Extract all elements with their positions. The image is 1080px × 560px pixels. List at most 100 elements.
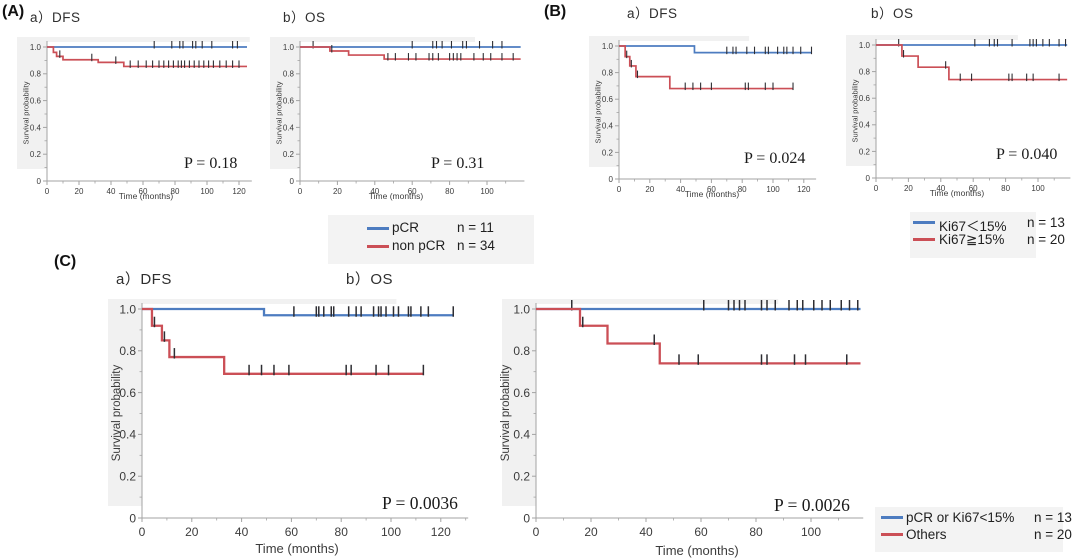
km-chart-A-os: 0 20 40 60 80 100 1.0 0.8 0.6 0.4 0.2 0 — [270, 37, 527, 196]
legend-label: non pCR — [392, 238, 446, 253]
svg-text:40: 40 — [107, 187, 116, 196]
svg-text:80: 80 — [445, 187, 454, 196]
svg-text:0.2: 0.2 — [119, 470, 136, 484]
legend-label: Ki67≧15% — [939, 232, 1005, 247]
svg-text:0.4: 0.4 — [602, 122, 614, 131]
svg-text:0.2: 0.2 — [513, 470, 530, 484]
svg-text:20: 20 — [185, 525, 199, 539]
svg-text:0.8: 0.8 — [602, 68, 614, 77]
svg-text:80: 80 — [171, 187, 180, 196]
legend-panel-b: Ki67＜15% n = 13 Ki67≧15% n = 20 — [910, 212, 1065, 258]
legend-count: n = 13 — [1027, 215, 1065, 230]
chart-title-b-os: b）OS — [871, 6, 914, 21]
svg-text:1.0: 1.0 — [602, 42, 614, 51]
svg-text:0: 0 — [866, 174, 871, 183]
km-chart-A-dfs: 0 20 40 60 80 100 120 1.0 0.8 0.6 0.4 0.2 0 — [17, 37, 254, 196]
svg-text:0.2: 0.2 — [30, 150, 42, 159]
svg-text:0: 0 — [290, 177, 295, 186]
svg-text:0.2: 0.2 — [859, 147, 871, 156]
svg-text:100: 100 — [480, 187, 494, 196]
svg-text:0.4: 0.4 — [859, 121, 871, 130]
svg-text:0: 0 — [298, 187, 303, 196]
svg-text:20: 20 — [645, 185, 654, 194]
svg-text:20: 20 — [75, 187, 84, 196]
legend-row-pcr: pCR n = 11 — [328, 220, 534, 238]
legend-row-pcr-or-ki67-low: pCR or Ki67<15% n = 13 — [875, 510, 1072, 527]
svg-text:80: 80 — [749, 525, 763, 539]
chart-title-a-dfs: a）DFS — [30, 10, 81, 25]
svg-text:0.8: 0.8 — [283, 70, 295, 79]
svg-text:1.0: 1.0 — [513, 302, 530, 316]
svg-text:60: 60 — [707, 185, 716, 194]
svg-text:0: 0 — [37, 177, 42, 186]
chart-title-a-os: b）OS — [283, 10, 326, 25]
svg-text:100: 100 — [381, 525, 401, 539]
pvalue-c-dfs: P = 0.0036 — [382, 493, 458, 513]
svg-text:0.4: 0.4 — [30, 123, 42, 132]
legend-label: pCR or Ki67<15% — [906, 510, 1015, 525]
yaxis-label-text: Survival probability — [21, 81, 31, 145]
chart-title-b-dfs: a）DFS — [627, 6, 678, 21]
legend-panel-c: pCR or Ki67<15% n = 13 Others n = 20 — [875, 507, 1072, 552]
svg-text:0.6: 0.6 — [283, 96, 295, 105]
svg-text:0.2: 0.2 — [602, 148, 614, 157]
km-chart-B-os: 0 20 40 60 80 100 1.0 0.8 0.6 0.4 0.2 0 — [846, 35, 1073, 193]
svg-text:40: 40 — [639, 525, 653, 539]
yaxis-label-text: Survival probability — [274, 81, 284, 145]
legend-row-others: Others n = 20 — [875, 527, 1072, 544]
xaxis-label-a-dfs: Time (months) — [118, 191, 174, 201]
legend-line-swatch-red — [913, 238, 935, 241]
legend-count: n = 13 — [1034, 510, 1072, 525]
svg-text:0: 0 — [609, 175, 614, 184]
svg-text:0: 0 — [129, 511, 136, 525]
legend-panel-a: pCR n = 11 non pCR n = 34 — [328, 215, 534, 264]
legend-count: n = 34 — [457, 238, 495, 253]
svg-text:60: 60 — [408, 187, 417, 196]
svg-text:1.0: 1.0 — [119, 302, 136, 316]
xaxis-label-c-dfs: Time (months) — [255, 541, 339, 556]
chart-title-c-os: b）OS — [346, 271, 394, 288]
svg-text:120: 120 — [232, 187, 246, 196]
svg-text:120: 120 — [431, 525, 451, 539]
svg-text:0.4: 0.4 — [513, 428, 530, 442]
svg-text:0: 0 — [617, 185, 622, 194]
svg-text:0.6: 0.6 — [513, 386, 530, 400]
svg-text:0: 0 — [45, 187, 50, 196]
svg-text:1.0: 1.0 — [283, 43, 295, 52]
pvalue-a-os: P = 0.31 — [431, 155, 485, 172]
xaxis-label-a-os: Time (months) — [368, 191, 424, 201]
legend-row-non-pcr: non pCR n = 34 — [328, 238, 534, 256]
pvalue-b-os: P = 0.040 — [996, 146, 1058, 163]
yaxis-label-text: Survival probability — [850, 79, 860, 143]
svg-text:40: 40 — [370, 187, 379, 196]
svg-text:1.0: 1.0 — [30, 43, 42, 52]
svg-text:20: 20 — [904, 184, 913, 193]
svg-text:80: 80 — [1001, 184, 1010, 193]
svg-text:120: 120 — [797, 185, 811, 194]
legend-line-swatch-red — [367, 245, 389, 248]
km-chart-C-dfs: 0 20 40 60 80 100 120 1.0 0.8 0.6 0.4 0.2 0 — [108, 299, 471, 539]
svg-text:1.0: 1.0 — [859, 41, 871, 50]
km-chart-B-dfs: 0 20 40 60 80 100 120 1.0 0.8 0.6 0.4 0.2 0 — [589, 36, 819, 194]
svg-text:20: 20 — [333, 187, 342, 196]
legend-count: n = 20 — [1027, 232, 1065, 247]
svg-text:40: 40 — [676, 185, 685, 194]
svg-text:100: 100 — [766, 185, 780, 194]
svg-text:0.8: 0.8 — [859, 67, 871, 76]
panel-b-label: (B) — [544, 3, 567, 20]
svg-text:60: 60 — [694, 525, 708, 539]
svg-text:60: 60 — [285, 525, 299, 539]
panel-a-label: (A) — [2, 3, 25, 20]
km-chart-C-os: 0 20 40 60 80 100 1.0 0.8 0.6 0.4 0.2 0 — [502, 299, 866, 539]
legend-label: Others — [906, 527, 947, 542]
svg-text:20: 20 — [584, 525, 598, 539]
chart-title-c-dfs: a）DFS — [116, 271, 172, 288]
legend-line-swatch-blue — [881, 516, 903, 519]
yaxis-label-text: Survival probability — [111, 364, 123, 462]
xaxis-label-c-os: Time (months) — [655, 543, 739, 558]
svg-text:80: 80 — [738, 185, 747, 194]
legend-count: n = 11 — [457, 220, 494, 235]
svg-text:0.6: 0.6 — [30, 96, 42, 105]
